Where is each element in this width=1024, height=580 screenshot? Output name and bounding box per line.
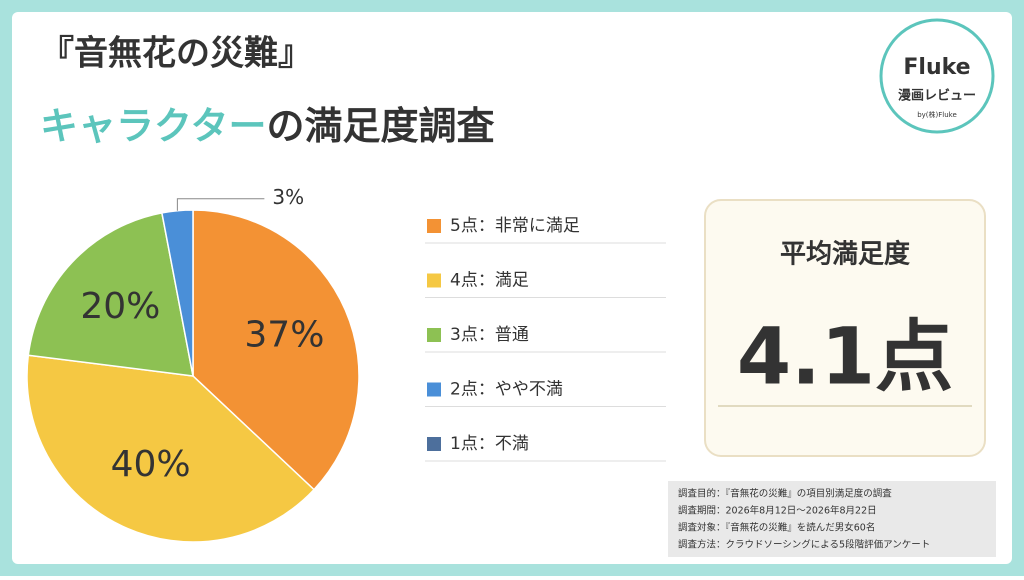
legend: 5点：非常に満足 4点：満足 3点：普通 2点：やや不満 1点：不満 — [425, 216, 666, 462]
title: 『音無花の災難』 — [40, 34, 312, 74]
legend-label: 1点：不満 — [450, 434, 529, 454]
note-line: 調査方法：クラウドソーシングによる5段階評価アンケート — [678, 539, 930, 551]
legend-swatch — [427, 382, 441, 397]
pie: 37% 40% 20% 3% — [26, 185, 360, 543]
legend-swatch — [427, 328, 441, 342]
legend-label: 3点：普通 — [450, 325, 529, 345]
note-line: 調査期間：2026年8月12日～2026年8月22日 — [678, 505, 877, 517]
pie-slice — [26, 354, 316, 543]
data-label: 40% — [111, 444, 191, 485]
summary-value: 4.1点 — [737, 312, 953, 402]
leader-line — [176, 198, 265, 211]
legend-swatch — [427, 219, 441, 233]
legend-swatch — [427, 273, 441, 288]
notes-box — [668, 481, 996, 557]
pie-slice — [27, 212, 194, 377]
legend-swatch — [427, 437, 441, 451]
subtitle: キャラクターの満足度調査 — [40, 104, 495, 148]
summary-label: 平均満足度 — [780, 239, 910, 270]
logo-badge — [879, 18, 995, 134]
legend-label: 5点：非常に満足 — [450, 216, 580, 236]
subtitle-rest: の満足度調査 — [266, 104, 494, 148]
notes: 調査目的：『音無花の災難』の項目別満足度の調査調査期間：2026年8月12日～2… — [678, 488, 930, 551]
subtitle-accent: キャラクター — [40, 104, 266, 148]
note-line: 調査対象：『音無花の災難』を読んだ男女60名 — [678, 522, 875, 534]
data-label: 37% — [244, 314, 324, 355]
pie-slice — [192, 209, 360, 491]
logo-by: by(株)Fluke — [917, 110, 957, 119]
logo-name: Fluke — [903, 55, 970, 80]
legend-label: 4点：満足 — [450, 271, 529, 291]
data-label: 3% — [272, 185, 304, 209]
note-line: 調査目的：『音無花の災難』の項目別満足度の調査 — [678, 488, 892, 500]
data-label: 20% — [80, 286, 160, 327]
legend-label: 2点：やや不満 — [450, 380, 563, 400]
summary-box — [704, 199, 986, 457]
logo-tagline: 漫画レビュー — [898, 88, 976, 104]
